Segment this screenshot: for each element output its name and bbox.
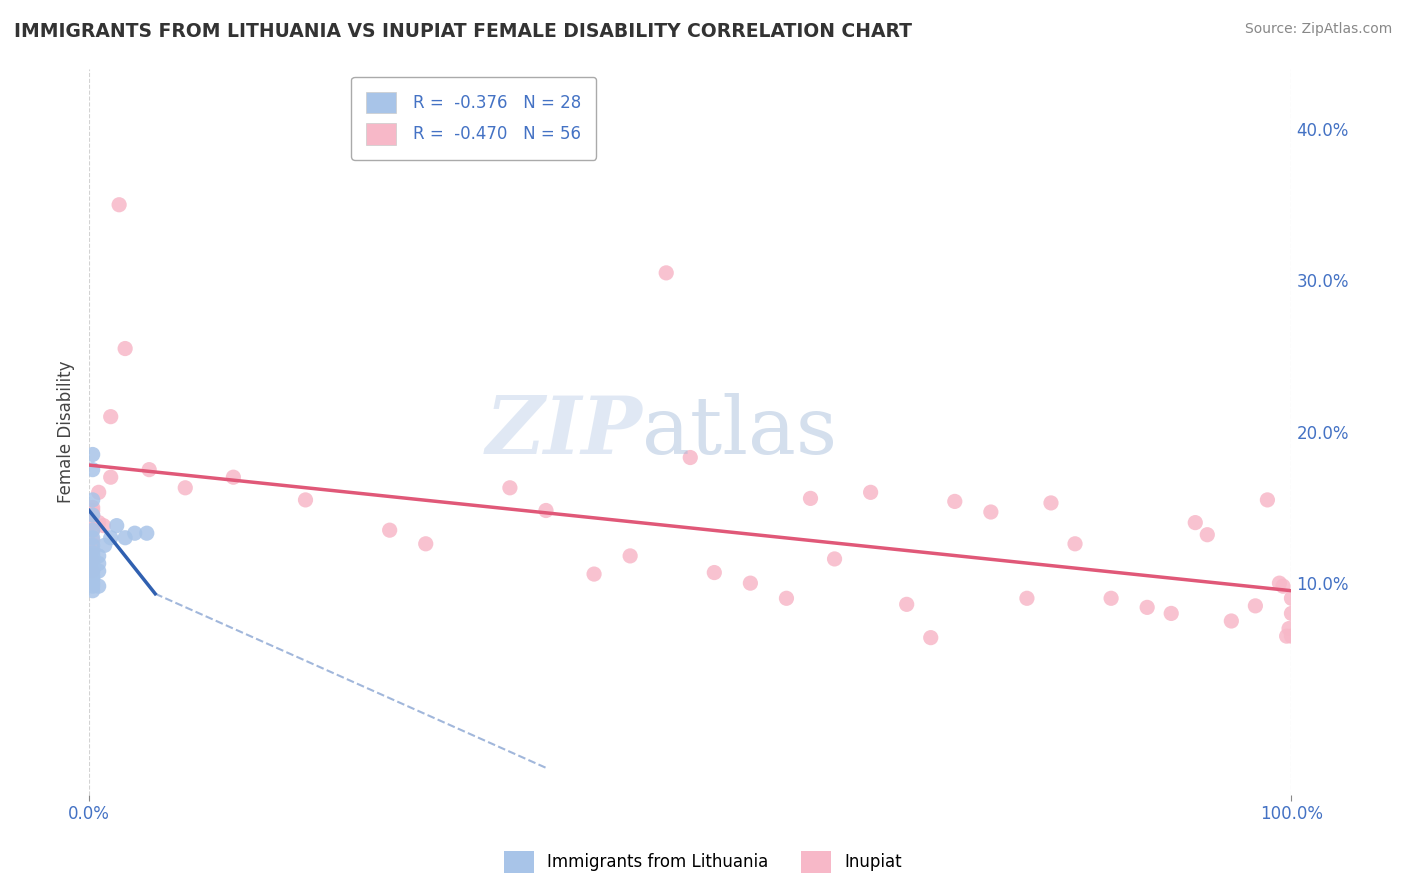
- Point: [82, 542, 104, 557]
- Point: [82, 508, 104, 522]
- Point: [100, 531, 122, 545]
- Point: [583, 567, 606, 582]
- Point: [679, 450, 702, 465]
- Point: [124, 526, 146, 541]
- Point: [499, 481, 522, 495]
- Point: [82, 564, 104, 578]
- Point: [775, 591, 797, 606]
- Y-axis label: Female Disability: Female Disability: [58, 360, 75, 503]
- Point: [824, 552, 846, 566]
- Text: IMMIGRANTS FROM LITHUANIA VS INUPIAT FEMALE DISABILITY CORRELATION CHART: IMMIGRANTS FROM LITHUANIA VS INUPIAT FEM…: [14, 22, 912, 41]
- Point: [114, 342, 136, 356]
- Point: [82, 500, 104, 515]
- Point: [82, 579, 104, 593]
- Point: [1197, 527, 1219, 541]
- Point: [740, 576, 762, 591]
- Point: [82, 448, 104, 462]
- Point: [1281, 591, 1303, 606]
- Point: [1278, 622, 1301, 636]
- Point: [1272, 579, 1295, 593]
- Point: [1275, 629, 1298, 643]
- Point: [534, 503, 557, 517]
- Point: [82, 553, 104, 567]
- Point: [294, 492, 316, 507]
- Point: [82, 557, 104, 571]
- Point: [859, 485, 882, 500]
- Point: [1281, 607, 1303, 621]
- Point: [135, 526, 157, 541]
- Point: [1220, 614, 1243, 628]
- Point: [82, 523, 104, 537]
- Point: [1244, 599, 1267, 613]
- Text: ZIP: ZIP: [485, 393, 643, 471]
- Point: [82, 553, 104, 567]
- Point: [82, 572, 104, 586]
- Legend: R =  -0.376   N = 28, R =  -0.470   N = 56: R = -0.376 N = 28, R = -0.470 N = 56: [352, 77, 596, 160]
- Text: Source: ZipAtlas.com: Source: ZipAtlas.com: [1244, 22, 1392, 37]
- Point: [87, 564, 110, 578]
- Point: [100, 409, 122, 424]
- Point: [1064, 537, 1087, 551]
- Point: [1160, 607, 1182, 621]
- Point: [82, 533, 104, 548]
- Point: [114, 531, 136, 545]
- Point: [105, 518, 128, 533]
- Point: [82, 516, 104, 530]
- Point: [82, 576, 104, 591]
- Point: [82, 508, 104, 522]
- Point: [1039, 496, 1062, 510]
- Point: [943, 494, 966, 508]
- Text: atlas: atlas: [643, 392, 838, 471]
- Point: [82, 523, 104, 537]
- Point: [619, 549, 641, 563]
- Point: [87, 579, 110, 593]
- Point: [93, 518, 115, 533]
- Point: [93, 538, 115, 552]
- Point: [87, 485, 110, 500]
- Point: [82, 538, 104, 552]
- Point: [1099, 591, 1122, 606]
- Point: [1268, 576, 1291, 591]
- Legend: Immigrants from Lithuania, Inupiat: Immigrants from Lithuania, Inupiat: [496, 845, 910, 880]
- Point: [174, 481, 197, 495]
- Point: [82, 492, 104, 507]
- Point: [82, 549, 104, 563]
- Point: [1256, 492, 1278, 507]
- Point: [82, 462, 104, 476]
- Point: [138, 462, 160, 476]
- Point: [896, 598, 918, 612]
- Point: [222, 470, 245, 484]
- Point: [980, 505, 1002, 519]
- Point: [1136, 600, 1159, 615]
- Point: [82, 546, 104, 560]
- Point: [87, 516, 110, 530]
- Point: [378, 523, 401, 537]
- Point: [703, 566, 725, 580]
- Point: [87, 549, 110, 563]
- Point: [100, 470, 122, 484]
- Point: [108, 198, 131, 212]
- Point: [655, 266, 678, 280]
- Point: [87, 557, 110, 571]
- Point: [82, 568, 104, 582]
- Point: [920, 631, 942, 645]
- Point: [415, 537, 437, 551]
- Point: [1184, 516, 1206, 530]
- Point: [82, 583, 104, 598]
- Point: [799, 491, 821, 506]
- Point: [82, 503, 104, 517]
- Point: [1015, 591, 1038, 606]
- Point: [1281, 629, 1303, 643]
- Point: [82, 531, 104, 545]
- Point: [82, 564, 104, 578]
- Point: [82, 561, 104, 575]
